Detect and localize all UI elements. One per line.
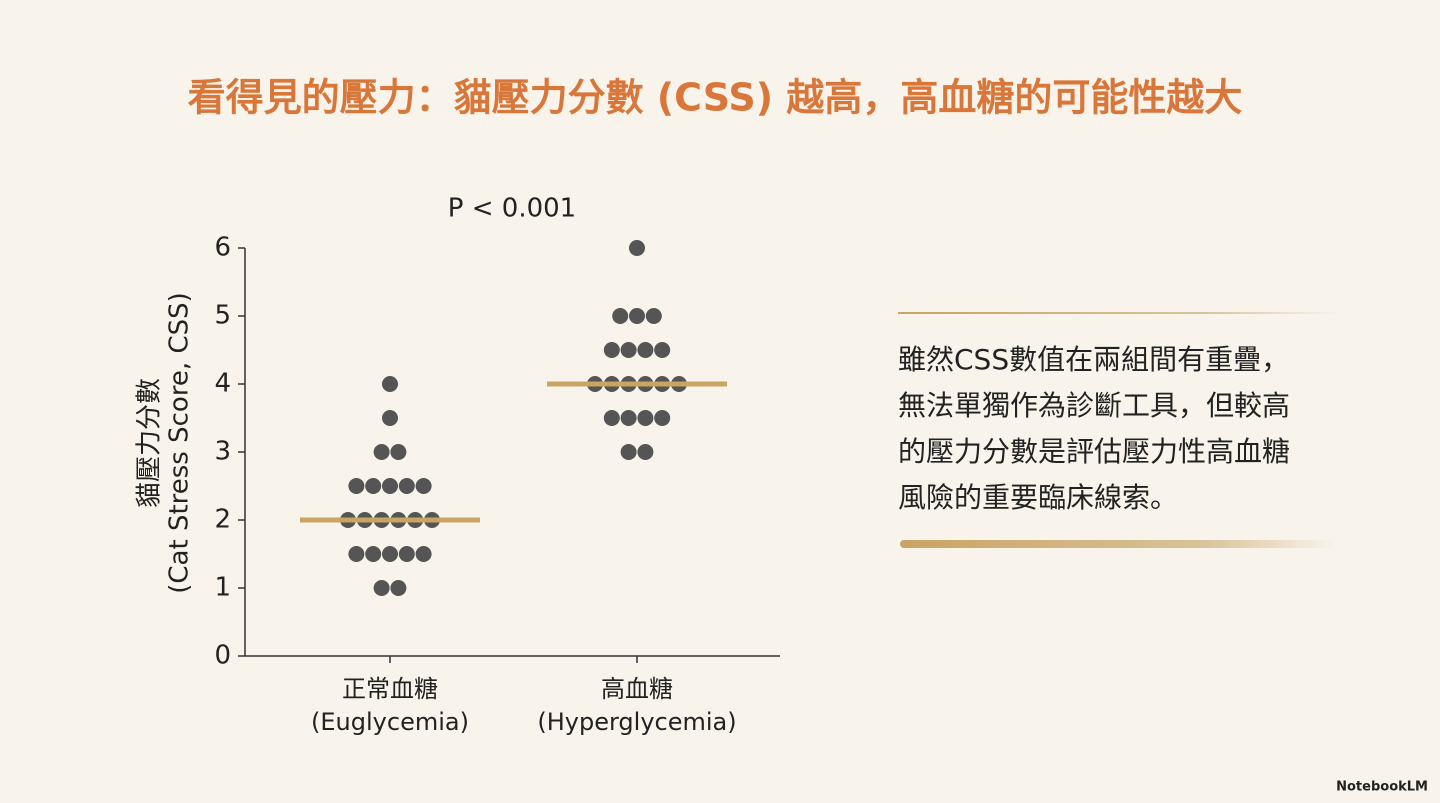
y-tick-label: 3 [214,437,231,467]
y-tick-label: 6 [214,233,231,263]
dot [373,444,390,460]
dot [382,546,398,562]
dot [365,478,382,494]
y-axis-label: 貓壓力分數 [135,378,165,508]
note-line: 風險的重要臨床線索。 [898,481,1178,514]
y-tick-label: 4 [214,369,231,399]
dot [373,580,390,596]
note-line: 無法單獨作為診斷工具，但較高 [898,389,1290,422]
dot [654,410,671,426]
dot [637,444,654,460]
brand: NotebookLM [1336,780,1428,795]
dot [645,308,662,324]
dot [637,410,654,426]
x-tick-label: (Euglycemia) [311,708,469,736]
dot [365,546,382,562]
dot [629,308,645,324]
y-tick-label: 1 [214,573,231,603]
dot [382,478,398,494]
dot [603,410,620,426]
dot [620,342,637,358]
dot [390,580,407,596]
dot [620,444,637,460]
y-axis-label: (Cat Stress Score, CSS) [165,292,195,594]
x-tick-label: 正常血糖 [342,675,438,703]
dot [654,342,671,358]
dot [382,376,398,392]
y-tick-label: 2 [214,505,231,535]
dot [348,546,365,562]
y-tick-label: 0 [214,641,231,671]
divider [900,540,1335,548]
dot [398,478,415,494]
dot [620,410,637,426]
dot [390,444,407,460]
x-tick-label: (Hyperglycemia) [537,708,736,736]
dot [603,342,620,358]
dot [629,240,645,256]
chart-title: 看得見的壓力：貓壓力分數 (CSS) 越高，高血糖的可能性越大 [188,76,1243,120]
note-line: 的壓力分數是評估壓力性高血糖 [898,435,1290,468]
dot [348,478,365,494]
divider [898,312,1338,314]
dot [612,308,629,324]
y-tick-label: 5 [214,301,231,331]
x-tick-label: 高血糖 [601,675,673,703]
dot [398,546,415,562]
dot [382,410,398,426]
dot [637,342,654,358]
dot [415,546,432,562]
dot [415,478,432,494]
note-line: 雖然CSS數值在兩組間有重疊， [898,343,1289,376]
annotation: P < 0.001 [448,194,576,224]
